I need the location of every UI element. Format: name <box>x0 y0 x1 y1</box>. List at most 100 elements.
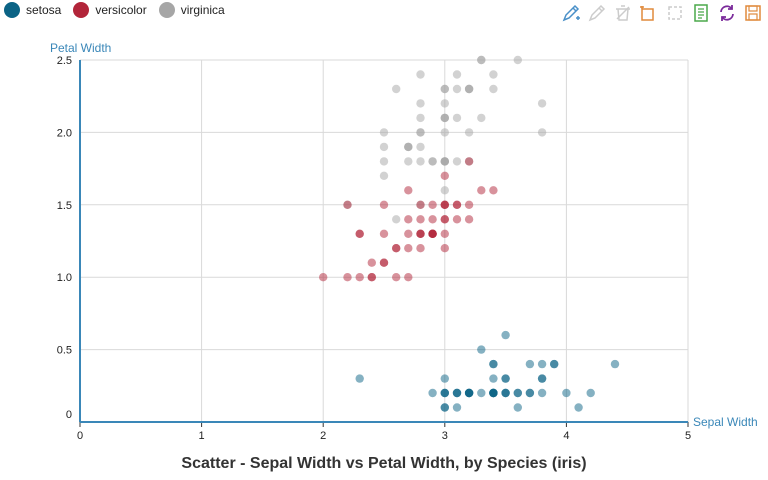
data-point-virginica <box>392 84 401 94</box>
data-point-virginica <box>416 157 425 166</box>
x-tick-label: 0 <box>77 430 83 442</box>
data-point-virginica <box>404 142 413 152</box>
data-point-versicolor <box>452 200 462 209</box>
data-point-virginica <box>452 70 462 79</box>
data-point-versicolor <box>428 215 437 224</box>
data-point-setosa <box>562 388 571 398</box>
data-point-versicolor <box>343 273 352 282</box>
data-point-versicolor <box>367 273 376 282</box>
data-point-versicolor <box>319 273 328 282</box>
y-tick-label: 0.5 <box>57 345 72 357</box>
data-point-versicolor <box>464 157 474 166</box>
refresh-button[interactable] <box>716 2 738 24</box>
delete-button[interactable] <box>612 2 634 24</box>
data-point-setosa <box>550 359 559 369</box>
data-point-virginica <box>379 171 389 180</box>
chart-toolbar <box>560 2 764 24</box>
data-point-virginica <box>464 128 474 137</box>
data-point-versicolor <box>379 200 389 209</box>
data-point-virginica <box>452 113 462 123</box>
legend-swatch <box>73 2 90 18</box>
data-point-virginica <box>416 128 425 137</box>
data-point-virginica <box>440 84 449 94</box>
data-point-versicolor <box>343 200 352 209</box>
data-point-virginica <box>416 70 425 79</box>
data-point-versicolor <box>464 215 474 224</box>
legend-swatch <box>158 2 175 18</box>
x-tick-label: 5 <box>685 430 691 442</box>
data-point-setosa <box>355 374 364 383</box>
data-point-virginica <box>392 215 401 224</box>
data-point-setosa <box>537 374 547 383</box>
data-point-setosa <box>574 403 583 412</box>
legend-item-versicolor[interactable]: versicolor <box>73 2 147 18</box>
document-icon <box>694 4 708 22</box>
legend-item-virginica[interactable]: virginica <box>158 2 225 18</box>
data-point-virginica <box>404 157 413 166</box>
data-point-versicolor <box>404 186 413 195</box>
data-point-setosa <box>489 359 498 369</box>
data-point-virginica <box>537 99 547 108</box>
data-point-setosa <box>525 359 535 369</box>
draw-button[interactable] <box>560 2 582 24</box>
x-tick-label: 4 <box>563 430 569 442</box>
data-point-versicolor <box>440 244 449 253</box>
data-point-virginica <box>452 157 462 166</box>
data-point-setosa <box>489 374 498 383</box>
save-button[interactable] <box>742 2 764 24</box>
data-point-versicolor <box>392 244 401 253</box>
data-point-virginica <box>379 157 389 166</box>
data-point-virginica <box>464 84 474 94</box>
legend-label: virginica <box>180 3 225 17</box>
edit-button[interactable] <box>586 2 608 24</box>
data-point-versicolor <box>464 200 474 209</box>
data-point-virginica <box>513 55 522 65</box>
data-point-virginica <box>416 113 425 123</box>
data-point-versicolor <box>392 273 401 282</box>
data-point-versicolor <box>452 215 462 224</box>
data-point-setosa <box>586 388 595 398</box>
data-point-setosa <box>440 388 449 398</box>
data-point-setosa <box>452 388 462 398</box>
legend-label: setosa <box>26 3 62 17</box>
data-point-virginica <box>379 142 389 152</box>
data-point-versicolor <box>428 229 437 238</box>
data-point-virginica <box>489 70 498 79</box>
data-point-virginica <box>416 142 425 152</box>
data-view-button[interactable] <box>690 2 712 24</box>
data-point-virginica <box>440 99 449 108</box>
data-point-setosa <box>440 374 449 383</box>
data-point-versicolor <box>416 200 425 209</box>
data-point-virginica <box>537 128 547 137</box>
x-tick-label: 2 <box>320 430 326 442</box>
data-point-versicolor <box>404 273 413 282</box>
data-point-setosa <box>513 403 522 412</box>
delete-icon <box>616 5 630 21</box>
y-tick-label: 2.0 <box>57 127 72 139</box>
data-point-versicolor <box>416 215 425 224</box>
data-point-versicolor <box>404 215 413 224</box>
data-point-setosa <box>440 403 449 412</box>
legend-item-setosa[interactable]: setosa <box>4 2 61 18</box>
data-point-setosa <box>501 330 510 340</box>
x-tick-label: 3 <box>442 430 448 442</box>
crop-button[interactable] <box>664 2 686 24</box>
add-box-button[interactable] <box>638 2 660 24</box>
data-point-versicolor <box>489 186 498 195</box>
data-point-virginica <box>440 128 449 137</box>
data-point-setosa <box>501 388 510 398</box>
data-point-virginica <box>440 186 449 195</box>
data-point-setosa <box>428 388 437 398</box>
data-point-setosa <box>489 388 498 398</box>
data-point-virginica <box>440 113 449 123</box>
data-point-setosa <box>537 359 547 369</box>
data-point-versicolor <box>416 229 425 238</box>
data-point-versicolor <box>416 244 425 253</box>
grid <box>79 59 689 423</box>
data-point-versicolor <box>440 215 449 224</box>
data-point-setosa <box>610 359 620 369</box>
save-icon <box>745 5 761 21</box>
y-tick-label: 2.5 <box>57 55 72 67</box>
data-point-versicolor <box>428 200 437 209</box>
